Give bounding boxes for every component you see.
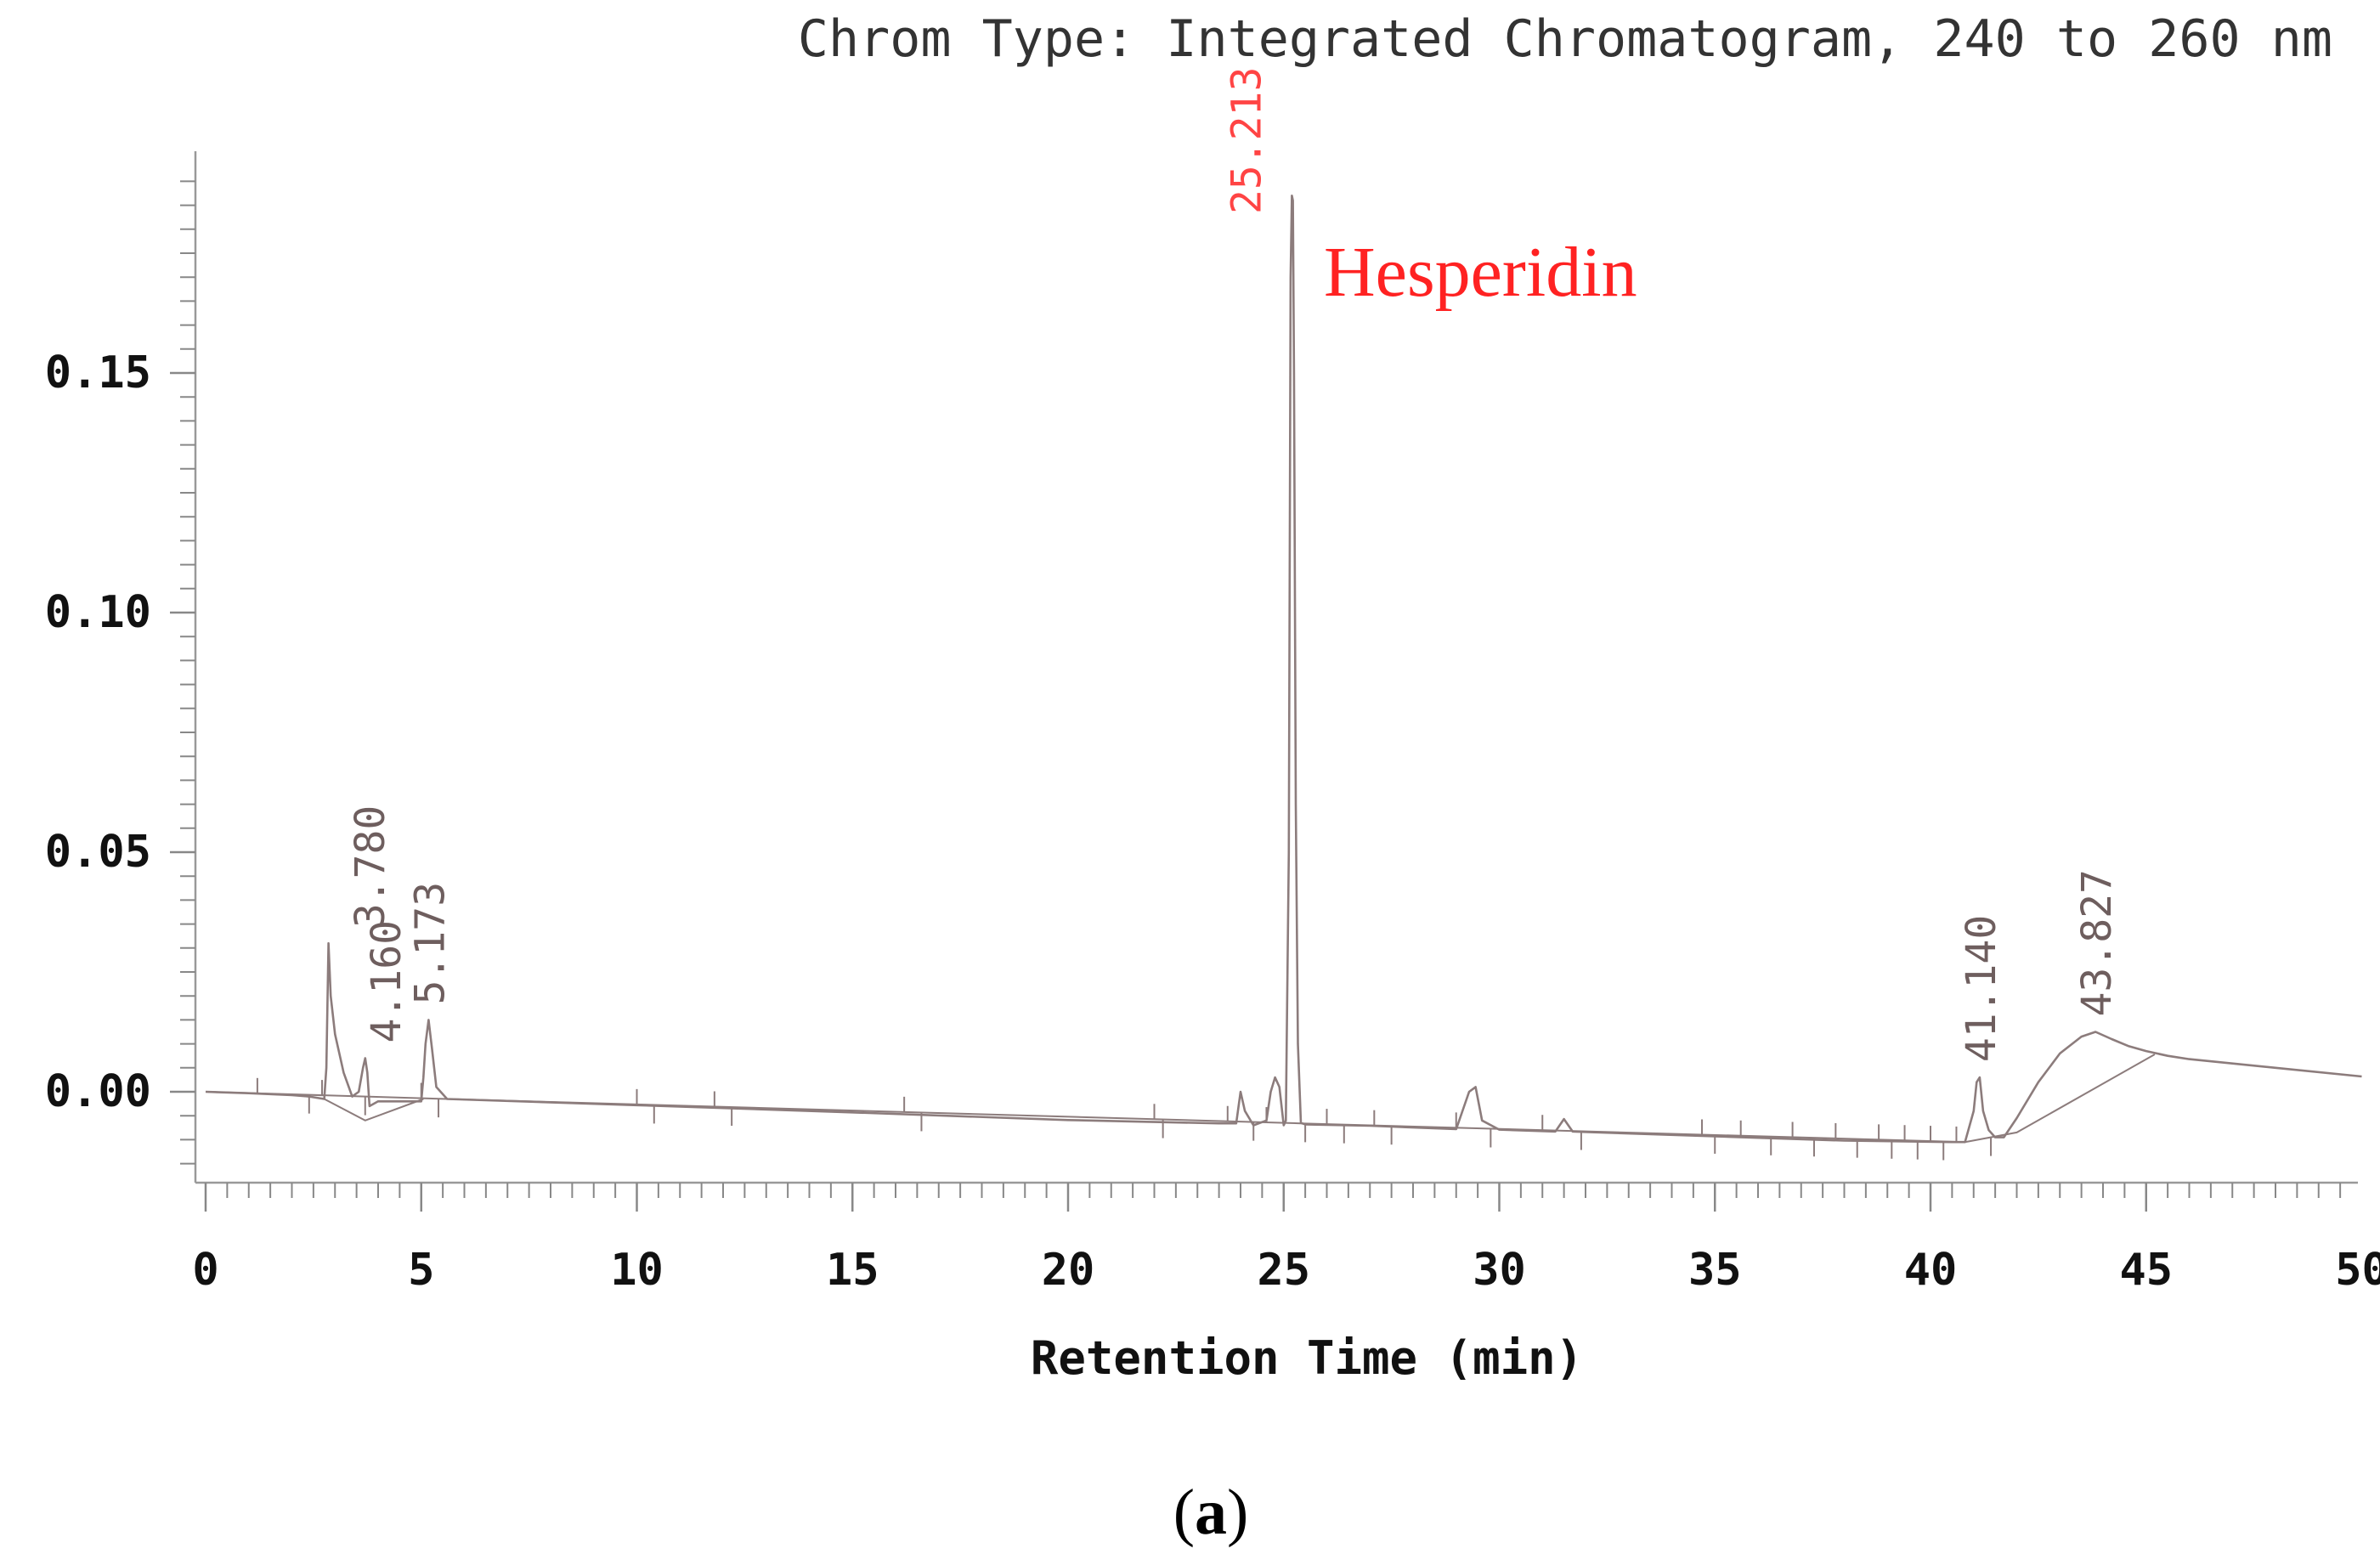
x-tick-label: 45: [2119, 1245, 2173, 1296]
peak-label: 3.780: [347, 805, 394, 928]
y-tick-label: 0.10: [45, 587, 151, 638]
chromatogram-trace: [205, 195, 2362, 1144]
x-tick-label: 25: [1257, 1245, 1310, 1296]
x-tick-label: 20: [1042, 1245, 1095, 1296]
x-tick-label: 30: [1473, 1245, 1526, 1296]
baseline-segment: [205, 1054, 2156, 1144]
peak-label: 25.213: [1224, 67, 1271, 214]
baseline-segment: [324, 1098, 424, 1121]
y-tick-label: 0.15: [45, 347, 151, 398]
integration-baselines: [205, 1054, 2156, 1144]
peak-label: 41.140: [1958, 915, 2005, 1062]
x-tick-label: 5: [408, 1245, 434, 1296]
peak-label: 43.827: [2073, 869, 2121, 1016]
x-tick-label: 10: [610, 1245, 664, 1296]
y-tick-labels: 0.00 0.05 0.10 0.15: [45, 347, 151, 1117]
x-tick-label: 15: [826, 1245, 879, 1296]
chart-axes: 0.00 0.05 0.10 0.15 0 5 10 15 20 25 30 35 40 45 50: [45, 151, 2380, 1296]
chart-title: Chrom Type: Integrated Chromatogram, 240…: [798, 9, 2332, 69]
x-axis-label: Retention Time (min): [1031, 1331, 1583, 1385]
figure-caption: (a): [1173, 1477, 1249, 1548]
figure-caption-letter: a: [1195, 1477, 1227, 1548]
y-minor-ticks: [170, 180, 195, 1165]
integration-event-ticks: [256, 1077, 1993, 1161]
x-tick-label: 0: [192, 1245, 218, 1296]
peak-label: 4.160: [363, 920, 410, 1043]
x-tick-label: 50: [2335, 1245, 2380, 1296]
x-tick-labels: 0 5 10 15 20 25 30 35 40 45 50: [192, 1245, 2380, 1296]
x-minor-ticks: [204, 1183, 2342, 1212]
x-tick-label: 40: [1904, 1245, 1958, 1296]
hesperidin-label: Hesperidin: [1324, 233, 1637, 312]
x-tick-label: 35: [1688, 1245, 1742, 1296]
peak-label: 5.173: [407, 882, 455, 1005]
y-tick-label: 0.00: [45, 1066, 151, 1117]
y-tick-label: 0.05: [45, 827, 151, 878]
